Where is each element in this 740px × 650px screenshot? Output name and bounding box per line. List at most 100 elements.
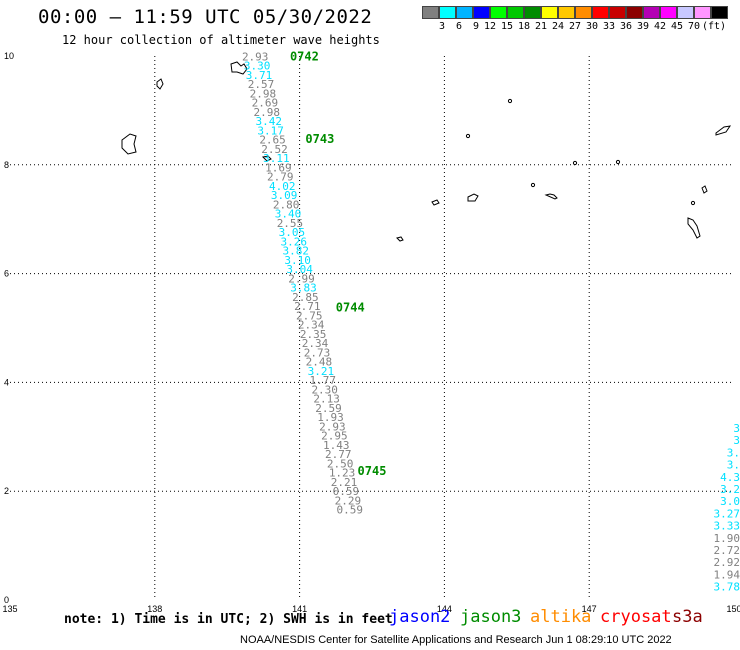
edge-wave-height-label: 3.78 <box>714 581 740 594</box>
wave-height-label: 2.93 <box>319 420 346 433</box>
wave-height-label: 3.82 <box>282 245 309 258</box>
wave-height-label: 2.35 <box>300 328 327 341</box>
wave-height-label: 3.42 <box>255 115 282 128</box>
legend-swatch <box>609 6 626 19</box>
x-tick-label: 150 <box>726 604 740 614</box>
pass-time-label: 0745 <box>358 464 387 478</box>
legend-swatch <box>660 6 677 19</box>
legend-label: 30 <box>585 21 598 32</box>
x-tick-label: 144 <box>437 604 452 614</box>
y-tick-label: 4 <box>4 377 9 387</box>
legend-label: 6 <box>455 21 462 32</box>
legend-swatch <box>524 6 541 19</box>
edge-wave-height-label: 3.0 <box>720 495 740 508</box>
island-outline <box>396 236 404 242</box>
wave-height-label: 2.80 <box>273 198 300 211</box>
edge-wave-height-label: 3 <box>733 422 740 435</box>
legend-swatch <box>490 6 507 19</box>
wave-height-label: 2.21 <box>331 476 358 489</box>
x-tick-label: 147 <box>582 604 597 614</box>
wave-height-label: 1.69 <box>265 161 292 174</box>
island-outline <box>121 133 137 155</box>
legend-swatch <box>643 6 660 19</box>
y-tick-label: 10 <box>4 51 14 61</box>
satellite-altika: altika <box>530 607 592 627</box>
page-title: 00:00 – 11:59 UTC 05/30/2022 <box>38 6 373 28</box>
legend-swatch <box>677 6 694 19</box>
wave-height-label: 1.93 <box>317 411 344 424</box>
satellite-cryosat: cryosat <box>600 607 672 627</box>
island-outline <box>230 61 248 75</box>
wave-height-label: 2.30 <box>311 383 338 396</box>
wave-height-label: 2.99 <box>288 272 315 285</box>
x-tick-label: 135 <box>2 604 17 614</box>
y-tick-label: 2 <box>4 486 9 496</box>
legend-labels: 3 6 9 12 15 18 21 24 27 30 33 36 39 42 45 70 (ft) <box>422 21 728 32</box>
wave-height-label: 2.13 <box>313 393 340 406</box>
edge-wave-height-label: 1.90 <box>714 532 740 545</box>
island-dot <box>465 133 471 139</box>
edge-wave-height-label: 1.94 <box>714 568 740 581</box>
legend-label: 9 <box>472 21 479 32</box>
wave-height-label: 2.59 <box>315 402 342 415</box>
edge-wave-height-label: 3. <box>727 459 740 472</box>
island-outline <box>701 185 708 194</box>
wave-height-label: 4.02 <box>269 180 296 193</box>
island-outline <box>544 193 558 200</box>
legend-label: 33 <box>602 21 615 32</box>
wave-height-label: 3.04 <box>286 263 313 276</box>
footer-credit: NOAA/NESDIS Center for Satellite Applica… <box>240 634 672 646</box>
legend-swatch <box>694 6 711 19</box>
edge-wave-height-label: 3. <box>727 446 740 459</box>
wave-height-label: 2.34 <box>302 337 329 350</box>
y-tick-label: 6 <box>4 269 9 279</box>
x-tick-label: 141 <box>292 604 307 614</box>
legend-swatch <box>626 6 643 19</box>
y-tick-label: 0 <box>4 595 9 605</box>
wave-height-label: 3.40 <box>275 208 302 221</box>
legend-swatch <box>541 6 558 19</box>
pass-time-label: 0743 <box>305 132 334 146</box>
legend-unit: (ft) <box>702 21 727 32</box>
wave-height-label: 2.52 <box>261 143 288 156</box>
edge-wave-height-label: 3 <box>733 434 740 447</box>
island-outline <box>431 199 440 206</box>
wave-height-label: 3.11 <box>263 152 290 165</box>
wave-height-label: 3.26 <box>281 235 308 248</box>
wave-height-label: 2.73 <box>304 346 331 359</box>
wave-height-label: 2.71 <box>294 300 321 313</box>
wave-height-label: 2.85 <box>292 291 319 304</box>
legend-swatch <box>711 6 728 19</box>
island-outline <box>467 193 479 202</box>
legend-swatch <box>575 6 592 19</box>
legend-label: 21 <box>534 21 547 32</box>
legend-swatch <box>507 6 524 19</box>
wave-height-label: 3.17 <box>257 124 284 137</box>
legend-label: 27 <box>568 21 581 32</box>
legend-swatch <box>439 6 456 19</box>
wave-height-label: 3.30 <box>244 60 271 73</box>
wave-height-label: 2.93 <box>242 50 269 63</box>
wave-height-label: 1.77 <box>310 374 337 387</box>
legend-label: 18 <box>517 21 530 32</box>
wave-height-label: 3.10 <box>284 254 311 267</box>
legend-label: 15 <box>500 21 513 32</box>
legend-swatches <box>422 6 728 19</box>
wave-height-label: 2.57 <box>248 78 275 91</box>
wave-height-label: 2.48 <box>306 356 333 369</box>
wave-height-label: 2.75 <box>296 309 323 322</box>
wave-height-label: 2.95 <box>321 430 348 443</box>
wave-height-label: 2.98 <box>250 87 277 100</box>
edge-wave-height-label: 2.92 <box>714 556 740 569</box>
x-tick-label: 138 <box>147 604 162 614</box>
color-legend: 3 6 9 12 15 18 21 24 27 30 33 36 39 42 45 70 (ft) <box>422 6 728 32</box>
footer-note: note: 1) Time is in UTC; 2) SWH is in fe… <box>64 612 393 627</box>
wave-height-label: 2.79 <box>267 171 294 184</box>
legend-swatch <box>456 6 473 19</box>
wave-height-label: 0.59 <box>333 485 360 498</box>
wave-height-label: 3.05 <box>279 226 306 239</box>
satellite-jason2: jason2 <box>389 607 451 627</box>
legend-label: 12 <box>483 21 496 32</box>
island-dot <box>572 160 578 166</box>
